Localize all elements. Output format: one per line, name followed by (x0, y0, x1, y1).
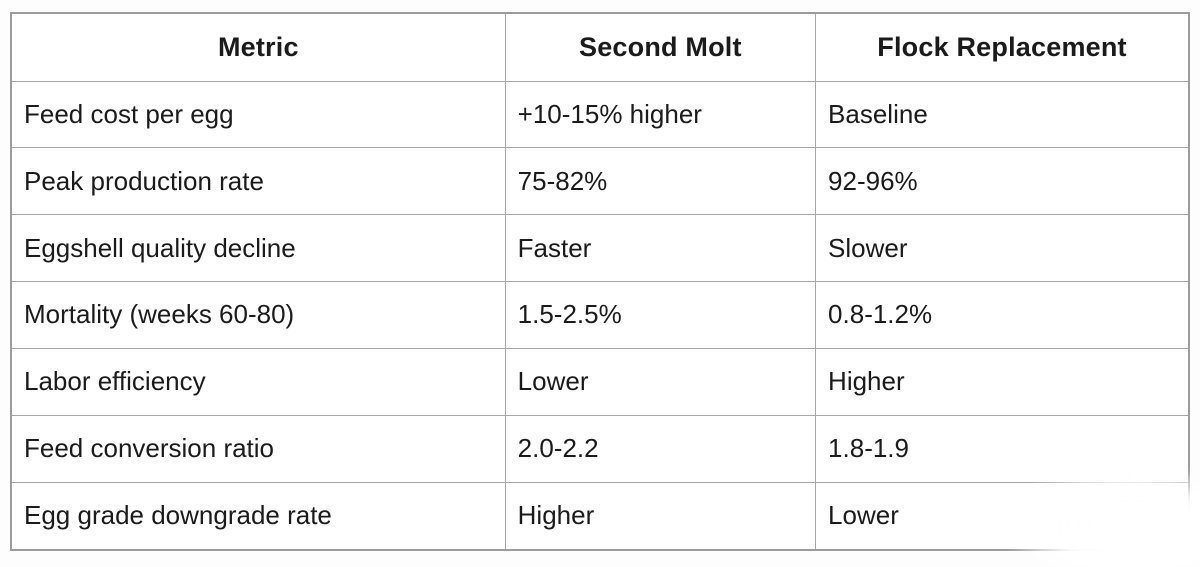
table-cell: Labor efficiency (10, 347, 506, 416)
table-cell: +10-15% higher (504, 80, 817, 149)
table-cell: Faster (504, 214, 817, 283)
table-row: Labor efficiency Lower Higher (10, 347, 1190, 416)
table-cell: Higher (504, 481, 817, 551)
table-row: Mortality (weeks 60-80) 1.5-2.5% 0.8-1.2% (10, 281, 1190, 349)
table-row: Feed conversion ratio 2.0-2.2 1.8-1.9 (10, 414, 1190, 483)
table-cell: Lower (504, 347, 817, 416)
column-header-metric: Metric (10, 12, 506, 82)
header-row: Metric Second Molt Flock Replacement (10, 12, 1190, 82)
table-row: Feed cost per egg +10-15% higher Baseline (10, 80, 1190, 149)
table-cell: Peak production rate (10, 147, 506, 216)
comparison-table: Metric Second Molt Flock Replacement Fee… (10, 12, 1190, 551)
table-row: Peak production rate 75-82% 92-96% (10, 147, 1190, 216)
table-cell: Lower (815, 481, 1190, 551)
table-row: Egg grade downgrade rate Higher Lower (10, 481, 1190, 551)
table-cell: Egg grade downgrade rate (10, 481, 506, 551)
table-cell: Feed conversion ratio (10, 414, 506, 483)
table-cell: 1.8-1.9 (815, 414, 1190, 483)
table-cell: Feed cost per egg (10, 80, 506, 149)
table-cell: Mortality (weeks 60-80) (10, 281, 506, 349)
table-cell: Baseline (815, 80, 1190, 149)
table-cell: 1.5-2.5% (504, 281, 817, 349)
table-cell: Eggshell quality decline (10, 214, 506, 283)
table-cell: 92-96% (815, 147, 1190, 216)
table-cell: Higher (815, 347, 1190, 416)
table-cell: 75-82% (504, 147, 817, 216)
column-header-flock-replacement: Flock Replacement (815, 12, 1190, 82)
table-row: Eggshell quality decline Faster Slower (10, 214, 1190, 283)
table-cell: Slower (815, 214, 1190, 283)
table-cell: 0.8-1.2% (815, 281, 1190, 349)
table-cell: 2.0-2.2 (504, 414, 817, 483)
column-header-second-molt: Second Molt (504, 12, 817, 82)
